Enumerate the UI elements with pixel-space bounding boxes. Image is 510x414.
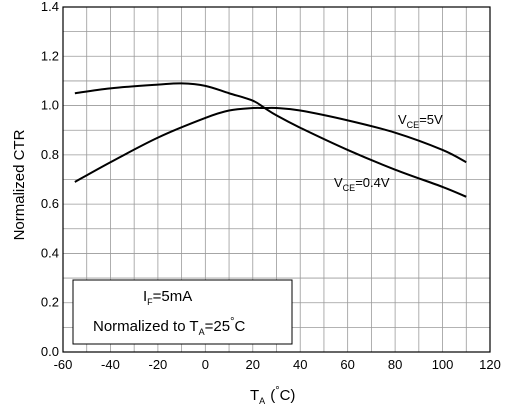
y-tick-label: 0.4 <box>41 245 59 260</box>
x-tick-label: 80 <box>388 357 402 372</box>
y-tick-label: 1.4 <box>41 0 59 14</box>
y-tick-label: 0.0 <box>41 344 59 359</box>
legend-line-if: IF=5mA <box>143 288 192 307</box>
series-label-vce-0.4v-main: V <box>334 175 343 190</box>
legend-if-main: I <box>143 288 147 305</box>
x-tick-label: 100 <box>432 357 454 372</box>
y-tick-label: 0.6 <box>41 196 59 211</box>
y-tick-label: 0.2 <box>41 295 59 310</box>
legend-normalized-pre: Normalized to T <box>93 318 199 335</box>
x-tick-label: -60 <box>54 357 73 372</box>
series-label-vce-5v-sub: CE <box>407 120 420 130</box>
series-label-vce-0.4v-rest: =0.4V <box>355 175 390 190</box>
legend-if-rest: =5mA <box>153 288 193 305</box>
x-axis-title-main: T <box>250 387 259 404</box>
series-group <box>74 82 467 198</box>
x-tick-label: -20 <box>148 357 167 372</box>
legend-if-sub: F <box>147 297 153 307</box>
series-label-vce-5v: VCE=5V <box>398 112 443 130</box>
x-tick-label: 60 <box>340 357 354 372</box>
x-axis-title-sub: A <box>259 396 265 406</box>
x-tick-label: 0 <box>202 357 209 372</box>
y-axis-title: Normalized CTR <box>11 129 28 240</box>
x-axis-title-degree: ° <box>275 385 279 397</box>
x-axis-title: TA (°C) <box>250 385 295 406</box>
legend-normalized-rest: =25 <box>205 318 230 335</box>
x-tick-label: 20 <box>246 357 260 372</box>
x-tick-label: 120 <box>479 357 501 372</box>
legend-box: IF=5mA Normalized to TA=25°C <box>72 279 293 345</box>
series-line-vce-0.4v <box>74 82 467 198</box>
y-axis-ticks: 0.0 0.2 0.4 0.6 0.8 1.0 1.2 1.4 <box>41 0 59 359</box>
series-label-vce-0.4v: VCE=0.4V <box>334 175 390 193</box>
series-label-vce-5v-main: V <box>398 112 407 127</box>
series-line-vce-5v <box>74 106 467 183</box>
series-label-vce-0.4v-sub: CE <box>343 183 356 193</box>
legend-line-normalized: Normalized to TA=25°C <box>93 316 245 337</box>
y-tick-label: 0.8 <box>41 147 59 162</box>
x-axis-title-unit-post: C) <box>280 387 296 404</box>
y-tick-label: 1.0 <box>41 98 59 113</box>
legend-normalized-post: C <box>234 318 245 335</box>
x-tick-label: -40 <box>101 357 120 372</box>
x-tick-label: 40 <box>293 357 307 372</box>
legend-normalized-sub: A <box>199 327 205 337</box>
x-axis-title-unit-pre: ( <box>270 387 275 404</box>
plot-frame <box>62 6 491 353</box>
y-tick-label: 1.2 <box>41 48 59 63</box>
series-label-vce-5v-rest: =5V <box>419 112 443 127</box>
legend-degree: ° <box>230 316 234 328</box>
x-axis-ticks: -60 -40 -20 0 20 40 60 80 100 120 <box>54 357 501 372</box>
grid <box>62 6 491 353</box>
